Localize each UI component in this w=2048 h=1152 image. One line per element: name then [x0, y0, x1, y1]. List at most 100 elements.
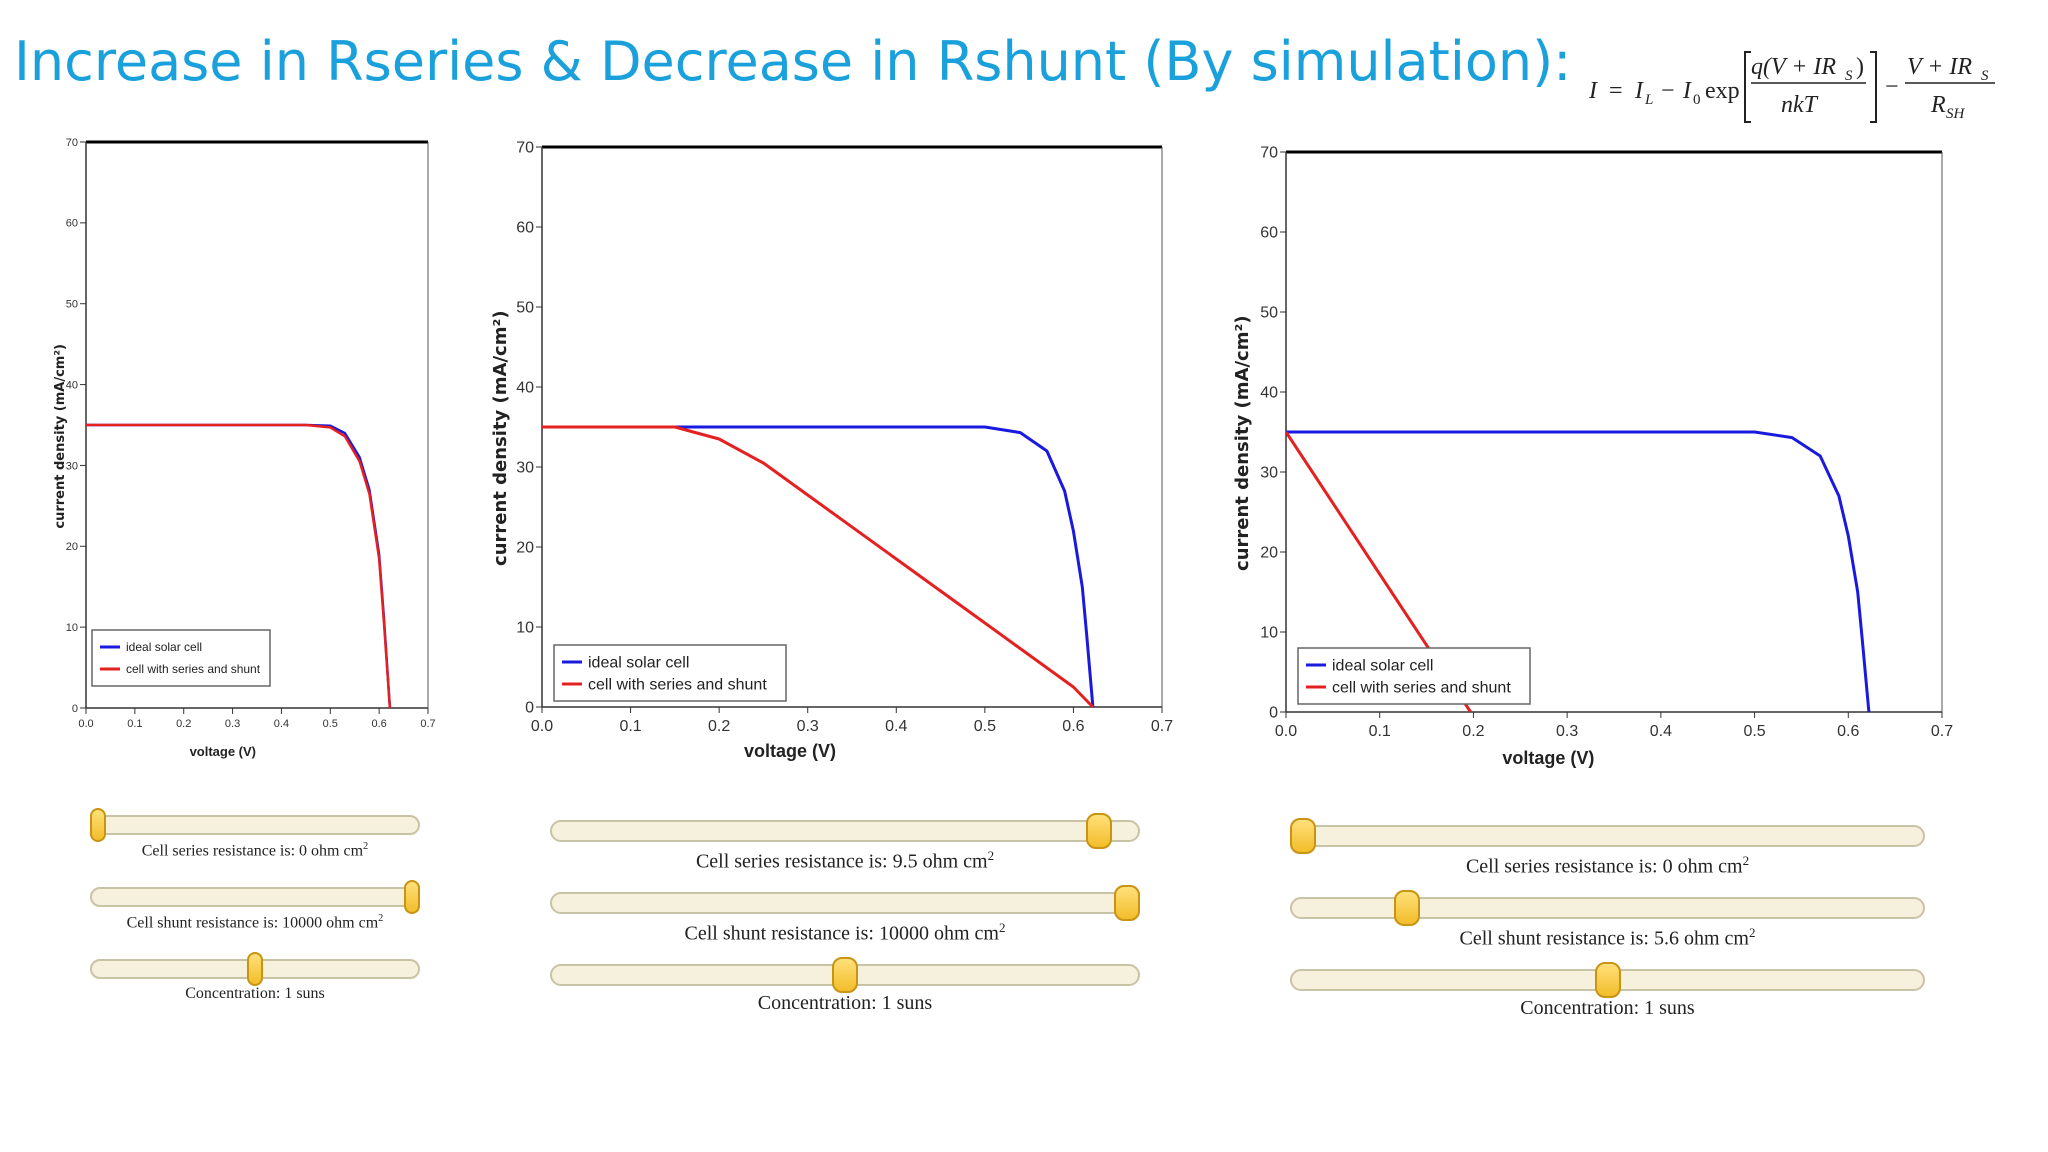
slider-label-prefix: Concentration:: [185, 985, 285, 1002]
slider-thumb[interactable]: [1085, 813, 1112, 849]
x-tick-label: 0.5: [974, 718, 996, 735]
legend-entry: ideal solar cell: [126, 640, 202, 654]
x-tick-label: 0.7: [420, 718, 435, 730]
slider-thumb[interactable]: [1594, 962, 1621, 998]
x-tick-label: 0.7: [1151, 718, 1173, 735]
y-tick-label: 20: [66, 541, 78, 553]
slider-track[interactable]: [1290, 897, 1925, 919]
eq-num1: q(V + IR: [1751, 54, 1836, 80]
slider-row: Concentration: 1 suns: [550, 957, 1140, 1036]
slider-row: Cell series resistance is: 0 ohm cm2: [1290, 818, 1925, 897]
y-tick-label: 30: [66, 460, 78, 472]
y-tick-label: 70: [66, 137, 78, 149]
slider-thumb[interactable]: [1393, 890, 1420, 926]
x-tick-label: 0.7: [1931, 723, 1953, 740]
slider-track[interactable]: [90, 887, 420, 907]
slider-row: Concentration: 1 suns: [90, 952, 420, 1031]
y-tick-label: 50: [516, 300, 534, 317]
x-tick-label: 0.4: [885, 718, 907, 735]
y-tick-label: 0: [72, 703, 78, 715]
y-tick-label: 60: [1260, 225, 1278, 242]
slider-row: Cell shunt resistance is: 10000 ohm cm2: [90, 880, 420, 959]
legend-box: [553, 644, 787, 702]
slider-value: 9.5: [892, 850, 918, 873]
x-axis-label: voltage (V): [1502, 748, 1594, 768]
iv-chart-middle: 0.0 0.1 0.2 0.3 0.4 0.5 0.6 0.7 0 10 20 30 40 50 60 70 v…: [490, 135, 1190, 775]
y-tick-label: 20: [516, 540, 534, 557]
eq-num2: V + IR: [1907, 54, 1972, 80]
slider-unit-exponent: 2: [363, 841, 369, 852]
x-tick-label: 0.0: [1275, 723, 1297, 740]
slider-unit: ohm cm: [928, 922, 999, 945]
legend-entry: cell with series and shunt: [588, 677, 767, 694]
svg-text:−: −: [1885, 74, 1899, 100]
slider-label: Cell shunt resistance is: 10000 ohm cm2: [550, 920, 1140, 946]
slider-label: Cell shunt resistance is: 5.6 ohm cm2: [1290, 925, 1925, 951]
slider-thumb[interactable]: [1114, 885, 1140, 921]
slider-unit: ohm cm: [322, 914, 379, 932]
slider-label: Cell shunt resistance is: 10000 ohm cm2: [90, 913, 420, 932]
y-tick-label: 40: [1260, 385, 1278, 402]
slider-thumb[interactable]: [247, 952, 263, 986]
slider-label-prefix: Cell series resistance is:: [141, 842, 300, 860]
eq-den2-sub: SH: [1946, 106, 1966, 122]
eq-num2-sub: S: [1981, 68, 1989, 84]
legend-entry: cell with series and shunt: [1332, 680, 1511, 697]
x-tick-label: 0.3: [1556, 723, 1578, 740]
slider-unit: ohm cm: [307, 842, 364, 860]
iv-chart-left: 0.0 0.1 0.2 0.3 0.4 0.5 0.6 0.7 0 10 20 30 40 50 60 70 v…: [50, 130, 450, 770]
slider-panel-middle: Cell series resistance is: 9.5 ohm cm2 Ce…: [550, 813, 1140, 1020]
x-axis-label: voltage (V): [190, 744, 256, 759]
x-tick-label: 0.0: [531, 718, 553, 735]
slider-track[interactable]: [550, 820, 1140, 842]
x-tick-label: 0.1: [127, 718, 142, 730]
x-tick-label: 0.6: [1837, 723, 1859, 740]
legend-entry: cell with series and shunt: [126, 662, 261, 676]
slider-unit-exponent: 2: [378, 913, 384, 924]
slider-label: Concentration: 1 suns: [90, 985, 420, 1003]
slider-value: 0: [299, 842, 308, 860]
eq-il-sub: L: [1644, 92, 1653, 108]
x-tick-label: 0.5: [1743, 723, 1765, 740]
slider-track[interactable]: [1290, 825, 1925, 847]
slider-thumb[interactable]: [90, 808, 106, 842]
slider-row: Cell shunt resistance is: 5.6 ohm cm2: [1290, 890, 1925, 969]
slider-value: 0: [1662, 855, 1673, 878]
slider-thumb[interactable]: [832, 957, 858, 993]
slider-value: 1: [284, 985, 293, 1002]
y-tick-label: 30: [1260, 465, 1278, 482]
slider-label-prefix: Cell series resistance is:: [1465, 855, 1663, 878]
y-tick-label: 10: [66, 622, 78, 634]
slider-thumb[interactable]: [1290, 818, 1316, 854]
slider-thumb[interactable]: [404, 880, 420, 914]
slider-track[interactable]: [90, 815, 420, 835]
y-tick-label: 0: [525, 700, 534, 717]
slider-unit-exponent: 2: [1748, 925, 1756, 940]
slider-track[interactable]: [550, 892, 1140, 914]
slider-label-prefix: Cell shunt resistance is:: [1459, 927, 1654, 950]
x-tick-label: 0.3: [225, 718, 240, 730]
eq-den1: nkT: [1781, 92, 1819, 118]
x-tick-label: 0.2: [708, 718, 730, 735]
slider-value: 1: [1644, 997, 1655, 1019]
y-tick-label: 40: [516, 380, 534, 397]
x-tick-label: 0.4: [1650, 723, 1672, 740]
eq-exp: exp: [1705, 78, 1740, 104]
x-tick-label: 0.1: [1369, 723, 1391, 740]
slider-label: Cell series resistance is: 0 ohm cm2: [1290, 853, 1925, 879]
ideal-series-line: [542, 425, 1095, 708]
slider-unit: suns: [292, 985, 325, 1002]
real-series-line: [86, 423, 392, 709]
y-tick-label: 50: [66, 299, 78, 311]
y-tick-label: 40: [66, 379, 78, 391]
y-axis-label: current density (mA/cm²): [490, 310, 511, 566]
slider-label: Concentration: 1 suns: [1290, 997, 1925, 1020]
slider-panel-right: Cell series resistance is: 0 ohm cm2 Cell…: [1290, 818, 1925, 1025]
eq-num1-end: ): [1856, 54, 1864, 80]
y-tick-label: 10: [516, 620, 534, 637]
slider-unit: suns: [891, 992, 933, 1014]
y-tick-label: 20: [1260, 545, 1278, 562]
ideal-series-line: [1286, 430, 1871, 713]
iv-chart-right: 0.0 0.1 0.2 0.3 0.4 0.5 0.6 0.7 0 10 20 30 40 50 60 70 v…: [1230, 140, 1970, 780]
chart-svg: 0.0 0.1 0.2 0.3 0.4 0.5 0.6 0.7 0 10 20 30 40 50 60 70 v…: [1232, 145, 1953, 768]
